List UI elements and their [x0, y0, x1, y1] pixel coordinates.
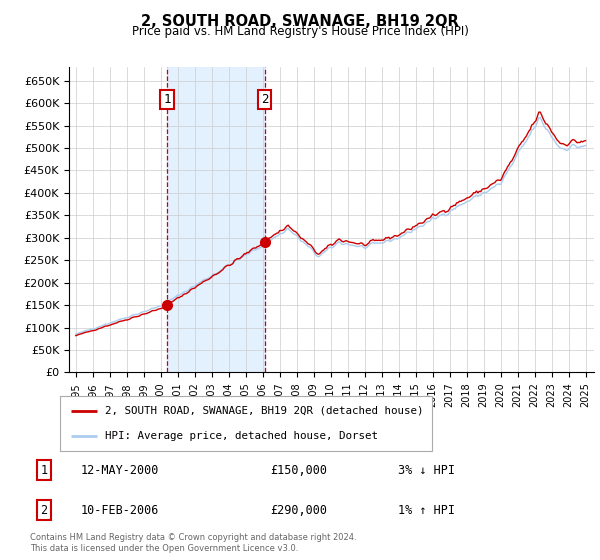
Text: £290,000: £290,000 [270, 504, 327, 517]
Text: Contains HM Land Registry data © Crown copyright and database right 2024.
This d: Contains HM Land Registry data © Crown c… [30, 533, 356, 553]
FancyBboxPatch shape [60, 396, 432, 451]
Text: HPI: Average price, detached house, Dorset: HPI: Average price, detached house, Dors… [104, 431, 377, 441]
Text: 2: 2 [40, 504, 47, 517]
Text: Price paid vs. HM Land Registry's House Price Index (HPI): Price paid vs. HM Land Registry's House … [131, 25, 469, 38]
Text: £150,000: £150,000 [270, 464, 327, 477]
Text: 2, SOUTH ROAD, SWANAGE, BH19 2QR (detached house): 2, SOUTH ROAD, SWANAGE, BH19 2QR (detach… [104, 406, 423, 416]
Bar [167, 67, 265, 372]
Text: 2, SOUTH ROAD, SWANAGE, BH19 2QR: 2, SOUTH ROAD, SWANAGE, BH19 2QR [141, 14, 459, 29]
Text: 10-FEB-2006: 10-FEB-2006 [80, 504, 158, 517]
Text: 1: 1 [163, 93, 170, 106]
Text: 2: 2 [261, 93, 268, 106]
Text: 3% ↓ HPI: 3% ↓ HPI [398, 464, 455, 477]
Text: 1: 1 [40, 464, 47, 477]
Text: 1% ↑ HPI: 1% ↑ HPI [398, 504, 455, 517]
Text: 12-MAY-2000: 12-MAY-2000 [80, 464, 158, 477]
